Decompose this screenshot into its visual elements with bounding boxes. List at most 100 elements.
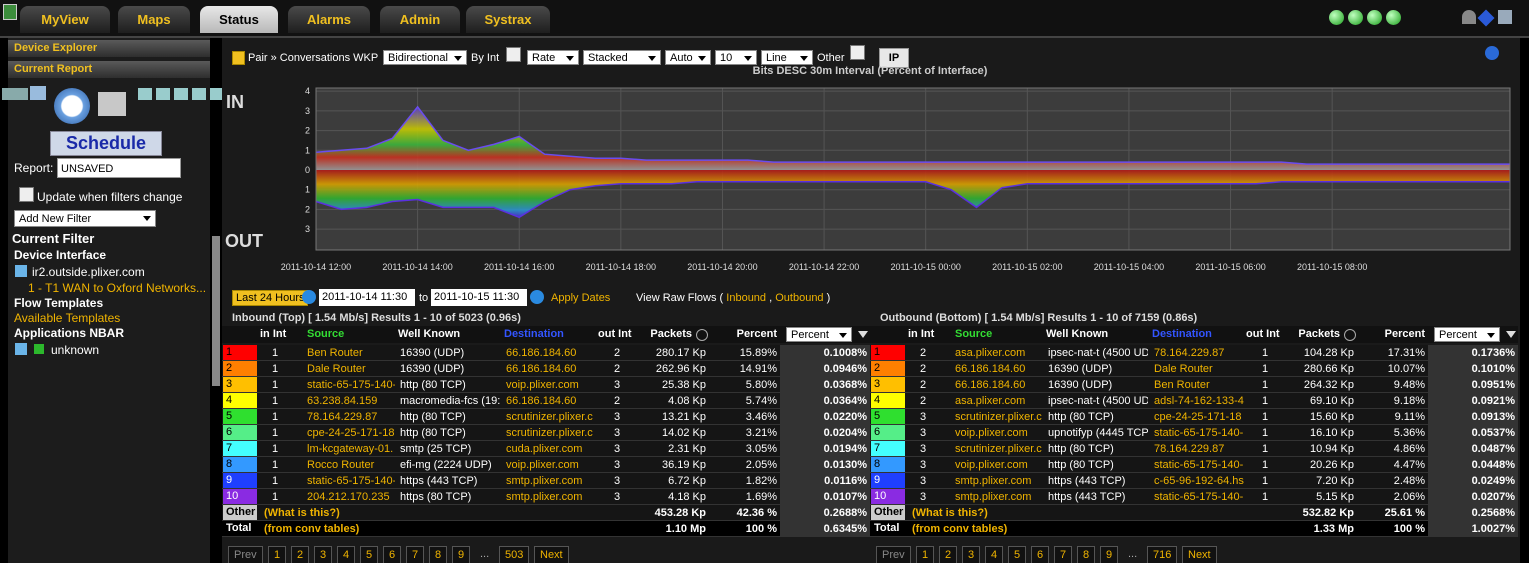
source[interactable]: static-65-175-140- bbox=[307, 379, 395, 391]
source[interactable]: 63.238.84.159 bbox=[307, 395, 378, 407]
source[interactable]: cpe-24-25-171-18 bbox=[307, 427, 395, 439]
page-link[interactable]: 5 bbox=[1008, 546, 1027, 563]
destination[interactable]: 66.186.184.60 bbox=[506, 363, 577, 375]
other-checkbox[interactable] bbox=[850, 45, 865, 60]
auto-select[interactable]: Auto bbox=[665, 50, 711, 65]
destination[interactable]: cuda.plixer.com bbox=[506, 443, 583, 455]
other-note[interactable]: (What is this?) bbox=[264, 507, 340, 519]
other-note[interactable]: (What is this?) bbox=[912, 507, 988, 519]
sort-icon[interactable] bbox=[696, 329, 708, 341]
destination[interactable]: 66.186.184.60 bbox=[506, 347, 577, 359]
destination[interactable]: 66.186.184.60 bbox=[506, 395, 577, 407]
trash-icon[interactable] bbox=[15, 265, 27, 277]
stacked-select[interactable]: Stacked bbox=[583, 50, 661, 65]
add-filter-select[interactable]: Add New Filter bbox=[14, 210, 156, 227]
page-link[interactable]: 7 bbox=[406, 546, 425, 563]
page-link[interactable]: 8 bbox=[429, 546, 448, 563]
destination[interactable]: smtp.plixer.com bbox=[506, 475, 583, 487]
current-report[interactable]: Current Report bbox=[8, 61, 210, 78]
source[interactable]: scrutinizer.plixer.c bbox=[955, 443, 1042, 455]
destination[interactable]: static-65-175-140- bbox=[1154, 491, 1244, 503]
page-link[interactable]: 503 bbox=[499, 546, 530, 563]
destination[interactable]: static-65-175-140- bbox=[1154, 459, 1244, 471]
destination[interactable]: adsl-74-162-133-4 bbox=[1154, 395, 1244, 407]
page-link[interactable]: 4 bbox=[337, 546, 356, 563]
destination[interactable]: cpe-24-25-171-18 bbox=[1154, 411, 1242, 423]
source[interactable]: asa.plixer.com bbox=[955, 395, 1026, 407]
rate-select[interactable]: Rate bbox=[527, 50, 579, 65]
inbound-link[interactable]: Inbound bbox=[726, 292, 767, 304]
source[interactable]: 66.186.184.60 bbox=[955, 363, 1026, 375]
destination[interactable]: scrutinizer.plixer.c bbox=[506, 427, 593, 439]
count-select[interactable]: 10 bbox=[715, 50, 757, 65]
date-from[interactable]: 2011-10-14 11:30 bbox=[319, 289, 415, 306]
page-link[interactable]: 3 bbox=[314, 546, 333, 563]
by-int-checkbox[interactable] bbox=[506, 47, 521, 62]
device-explorer[interactable]: Device Explorer bbox=[8, 40, 210, 57]
destination[interactable]: voip.plixer.com bbox=[506, 459, 579, 471]
nav-tab[interactable]: Alarms bbox=[288, 6, 370, 33]
sidebar-handle[interactable] bbox=[212, 236, 220, 386]
destination[interactable]: 78.164.229.87 bbox=[1154, 347, 1225, 359]
date-to[interactable]: 2011-10-15 11:30 bbox=[431, 289, 527, 306]
device-name[interactable]: ir2.outside.plixer.com bbox=[32, 265, 145, 279]
destination[interactable]: Dale Router bbox=[1154, 363, 1213, 375]
page-link[interactable]: 2 bbox=[939, 546, 958, 563]
next-date[interactable] bbox=[530, 290, 544, 304]
page-link[interactable]: Prev bbox=[876, 546, 911, 563]
report-input[interactable]: UNSAVED bbox=[57, 158, 181, 178]
source[interactable]: smtp.plixer.com bbox=[955, 475, 1032, 487]
page-link[interactable]: 9 bbox=[1100, 546, 1119, 563]
menu-toggle[interactable] bbox=[232, 51, 245, 65]
available-templates[interactable]: Available Templates bbox=[14, 311, 121, 325]
page-link[interactable]: 7 bbox=[1054, 546, 1073, 563]
source[interactable]: Rocco Router bbox=[307, 459, 375, 471]
destination[interactable]: Ben Router bbox=[1154, 379, 1210, 391]
page-link[interactable]: 1 bbox=[268, 546, 287, 563]
prev-date[interactable] bbox=[302, 290, 316, 304]
destination[interactable]: smtp.plixer.com bbox=[506, 491, 583, 503]
apply-dates[interactable]: Apply Dates bbox=[551, 292, 611, 304]
source[interactable]: lm-kcgateway-01. bbox=[307, 443, 394, 455]
destination[interactable]: static-65-175-140- bbox=[1154, 427, 1244, 439]
help-icon[interactable] bbox=[1485, 46, 1499, 60]
app-name[interactable]: unknown bbox=[51, 343, 100, 357]
nav-tab[interactable]: MyView bbox=[20, 6, 110, 33]
source[interactable]: Dale Router bbox=[307, 363, 366, 375]
page-link[interactable]: 4 bbox=[985, 546, 1004, 563]
schedule-button[interactable]: Schedule bbox=[50, 131, 162, 156]
source[interactable]: voip.plixer.com bbox=[955, 459, 1028, 471]
page-link[interactable]: 6 bbox=[1031, 546, 1050, 563]
destination[interactable]: c-65-96-192-64.hs bbox=[1154, 475, 1244, 487]
source[interactable]: asa.plixer.com bbox=[955, 347, 1026, 359]
direction-select[interactable]: Bidirectional bbox=[383, 50, 467, 65]
metric-select[interactable]: Percent bbox=[786, 327, 852, 342]
source[interactable]: 204.212.170.235 bbox=[307, 491, 390, 503]
update-checkbox[interactable] bbox=[19, 187, 34, 202]
filter-icon[interactable] bbox=[858, 331, 868, 338]
nav-tab[interactable]: Admin bbox=[380, 6, 460, 33]
tool-icons[interactable] bbox=[1462, 9, 1514, 27]
sort-icon[interactable] bbox=[1344, 329, 1356, 341]
nav-tab[interactable]: Status bbox=[200, 6, 278, 33]
outbound-link[interactable]: Outbound bbox=[775, 292, 824, 304]
nav-tab[interactable]: Systrax bbox=[466, 6, 550, 33]
page-link[interactable]: 9 bbox=[452, 546, 471, 563]
nav-tab[interactable]: Maps bbox=[118, 6, 190, 33]
destination[interactable]: scrutinizer.plixer.c bbox=[506, 411, 593, 423]
report-icons[interactable] bbox=[2, 86, 222, 126]
source[interactable]: voip.plixer.com bbox=[955, 427, 1028, 439]
add-icon[interactable] bbox=[34, 344, 44, 354]
page-link[interactable]: Next bbox=[534, 546, 569, 563]
destination[interactable]: voip.plixer.com bbox=[506, 379, 579, 391]
page-link[interactable]: 716 bbox=[1147, 546, 1178, 563]
source[interactable]: 78.164.229.87 bbox=[307, 411, 378, 423]
page-link[interactable]: 2 bbox=[291, 546, 310, 563]
page-link[interactable]: 6 bbox=[383, 546, 402, 563]
filter-icon[interactable] bbox=[1506, 331, 1516, 338]
page-link[interactable]: Next bbox=[1182, 546, 1217, 563]
ip-button[interactable]: IP bbox=[879, 48, 909, 68]
page-link[interactable]: 1 bbox=[916, 546, 935, 563]
source[interactable]: smtp.plixer.com bbox=[955, 491, 1032, 503]
destination[interactable]: 78.164.229.87 bbox=[1154, 443, 1225, 455]
